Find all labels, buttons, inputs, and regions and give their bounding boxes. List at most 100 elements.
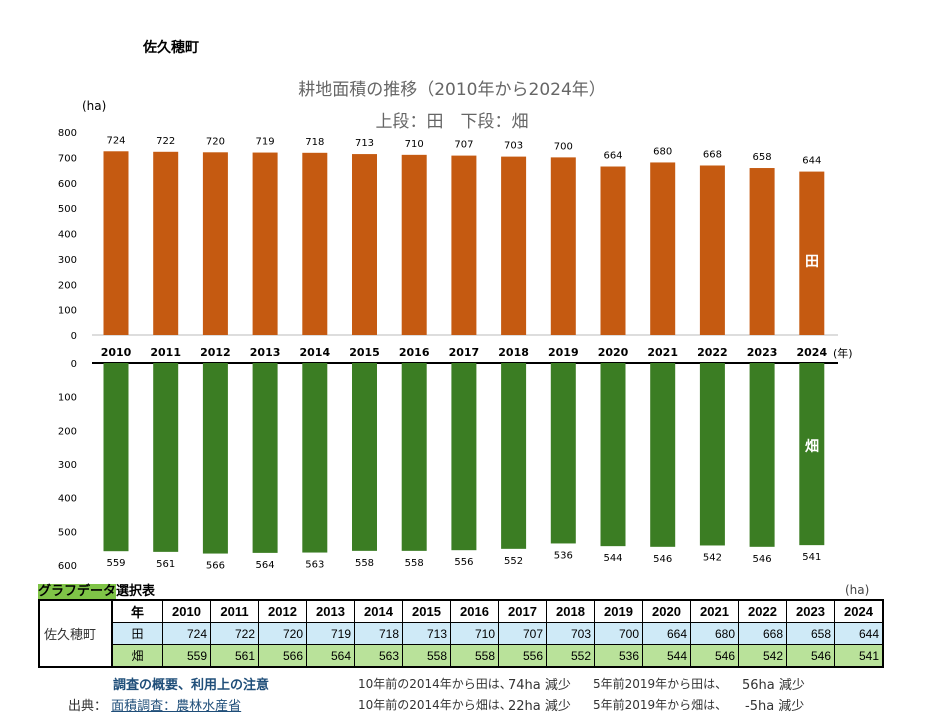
field-5y-text: 5年前2019年から畑は、 [593,698,728,712]
data-label-field: 542 [703,552,722,563]
field-cell: 558 [402,644,451,668]
rice-cell: 644 [834,622,884,645]
bar-field [600,363,626,547]
y-tick-top: 200 [58,280,77,291]
field-10y-text: 10年前の2014年から畑は、 [358,698,512,712]
bar-field [799,363,825,546]
rice-cell: 710 [450,622,499,645]
field-cell: 546 [786,644,835,668]
data-table: 佐久穂町年 2010 2011 2012 2013 2014 2015 2016 2017 201… [38,599,884,668]
town-name: 佐久穂町 [143,40,199,56]
y-tick-top: 700 [58,153,77,164]
rice-cell: 724 [162,622,211,645]
data-label-rice: 664 [603,151,622,162]
y-tick-bottom: 400 [58,494,77,505]
field-cell: 541 [834,644,884,668]
year-header: 2019 [594,599,643,623]
bar-rice [401,154,427,335]
data-label-field: 558 [405,558,424,569]
bar-field [749,363,775,547]
year-header: 2018 [546,599,595,623]
year-header: 2011 [210,599,259,623]
rice-cell: 658 [786,622,835,645]
data-label-field: 559 [106,558,125,569]
chart-title: 耕地面積の推移（2010年から2024年） [298,80,606,100]
survey-notes-link[interactable]: 調査の概要、利用上の注意 [113,678,270,693]
bar-rice [749,168,775,335]
data-label-field: 556 [454,557,473,568]
x-axis-unit: (年) [833,346,853,360]
year-label: 年 [111,599,163,623]
data-label-rice: 703 [504,141,523,152]
rice-cell: 668 [738,622,787,645]
bar-field [401,363,427,551]
x-tick: 2015 [349,346,380,359]
field-5y-value: -5ha 減少 [745,699,805,714]
bar-rice [699,165,725,335]
y-tick-top: 600 [58,179,77,190]
x-tick: 2016 [399,346,430,359]
source-link[interactable]: 面積調査：農林水産省 [111,699,242,714]
bar-rice [650,162,676,335]
bar-rice [799,171,825,335]
y-tick-top: 300 [58,255,77,266]
year-header: 2015 [402,599,451,623]
bar-field [252,363,278,553]
rice-10y-value: 74ha 減少 [508,678,571,693]
rice-cell: 707 [498,622,547,645]
x-tick: 2018 [498,346,529,359]
data-label-field: 546 [653,554,672,565]
year-header: 2013 [306,599,355,623]
data-label-field: 564 [256,560,275,571]
rice-cell: 700 [594,622,643,645]
field-cell: 566 [258,644,307,668]
bar-field [501,363,527,549]
table-title-highlight: グラフデータ [38,584,117,599]
x-tick: 2017 [449,346,480,359]
y-tick-bottom: 200 [58,426,77,437]
data-label-rice: 700 [554,141,573,152]
data-label-rice: 710 [405,139,424,150]
bar-rice [153,151,179,335]
bar-rice [600,166,626,335]
rice-cell: 719 [306,622,355,645]
rice-label: 田 [111,622,163,645]
data-label-field: 561 [156,559,175,570]
data-label-rice: 719 [256,137,275,148]
chart-subtitle: 上段：田 下段：畑 [376,112,529,132]
year-header: 2016 [450,599,499,623]
data-label-rice: 644 [802,156,821,167]
rice-cell: 718 [354,622,403,645]
bar-field [153,363,179,552]
data-label-field: 563 [305,560,324,571]
rice-cell: 722 [210,622,259,645]
bar-rice [550,157,576,335]
field-cell: 542 [738,644,787,668]
rice-cell: 720 [258,622,307,645]
data-label-rice: 668 [703,149,722,160]
chart: 耕地面積の推移（2010年から2024年） 上段：田 下段：畑 (ha) (年) 0 10… [58,80,853,572]
bar-rice [501,156,527,335]
year-header: 2021 [690,599,739,623]
data-label-field: 544 [603,553,622,564]
x-tick: 2023 [747,346,778,359]
row-header-town: 佐久穂町 [38,599,113,668]
series-label-field: 畑 [804,439,819,455]
data-label-rice: 718 [305,137,324,148]
data-label-field: 558 [355,558,374,569]
field-cell: 559 [162,644,211,668]
rice-cell: 703 [546,622,595,645]
x-tick: 2024 [796,346,827,359]
field-cell: 556 [498,644,547,668]
y-tick-bottom: 600 [58,561,77,572]
year-header: 2012 [258,599,307,623]
x-tick: 2010 [101,346,132,359]
y-tick-bottom: 0 [71,359,77,370]
data-label-field: 536 [554,550,573,561]
y-tick-top: 800 [58,128,77,139]
year-header: 2014 [354,599,403,623]
data-label-rice: 722 [156,136,175,147]
data-label-rice: 707 [454,140,473,151]
x-tick: 2012 [200,346,231,359]
year-header: 2020 [642,599,691,623]
